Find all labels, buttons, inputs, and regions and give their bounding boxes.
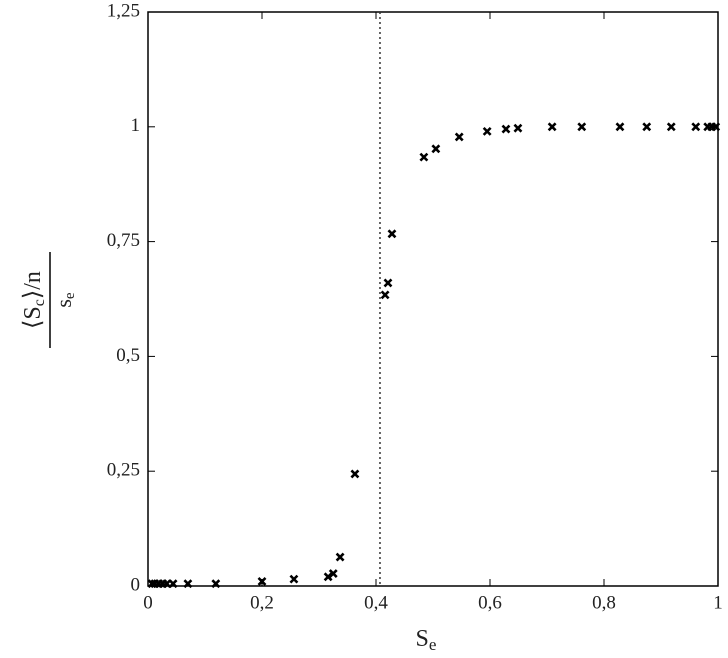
point xyxy=(577,122,587,132)
plot-frame xyxy=(147,11,719,587)
point xyxy=(183,579,193,589)
point xyxy=(387,229,397,239)
point xyxy=(431,144,441,154)
y-tick-label: 0,25 xyxy=(107,460,140,481)
point xyxy=(328,569,338,579)
point xyxy=(257,576,267,586)
y-label-open: ⟨ xyxy=(20,320,46,329)
x-tick-label: 1 xyxy=(713,592,723,613)
point xyxy=(454,132,464,142)
point xyxy=(289,574,299,584)
point xyxy=(380,290,390,300)
point xyxy=(211,579,221,589)
y-label-denominator: se xyxy=(51,292,78,308)
point xyxy=(335,552,345,562)
y-tick-label: 0 xyxy=(131,574,141,595)
point xyxy=(168,579,178,589)
x-tick-label: 0,6 xyxy=(478,592,502,613)
y-label-base: S xyxy=(20,306,46,319)
point xyxy=(642,122,652,132)
y-label-den-sub: e xyxy=(62,292,78,299)
point xyxy=(350,469,360,479)
y-tick-label: 1 xyxy=(131,115,141,136)
point xyxy=(711,122,721,132)
x-tick-label: 0 xyxy=(143,592,153,613)
point xyxy=(383,278,393,288)
point xyxy=(666,122,676,132)
x-tick-label: 0,4 xyxy=(364,592,388,613)
y-label-sub: c xyxy=(31,299,48,306)
y-label-close: ⟩/n xyxy=(20,271,46,299)
y-label-den-base: s xyxy=(51,299,76,308)
point xyxy=(501,124,511,134)
y-tick-label: 0,5 xyxy=(116,345,140,366)
y-tick-label: 0,75 xyxy=(107,230,140,251)
x-axis-label: Se xyxy=(416,626,437,654)
point xyxy=(547,122,557,132)
y-axis-label: ⟨Sc⟩/n se xyxy=(20,252,78,348)
point xyxy=(513,123,523,133)
y-label-numerator: ⟨Sc⟩/n xyxy=(20,271,48,329)
point xyxy=(691,122,701,132)
x-label-base: S xyxy=(416,626,429,652)
x-label-sub: e xyxy=(429,635,437,654)
point xyxy=(482,126,492,136)
x-tick-label: 0,2 xyxy=(250,592,274,613)
point xyxy=(323,572,333,582)
point xyxy=(615,122,625,132)
x-tick-label: 0,8 xyxy=(592,592,616,613)
point xyxy=(419,152,429,162)
y-tick-label: 1,25 xyxy=(107,0,140,21)
